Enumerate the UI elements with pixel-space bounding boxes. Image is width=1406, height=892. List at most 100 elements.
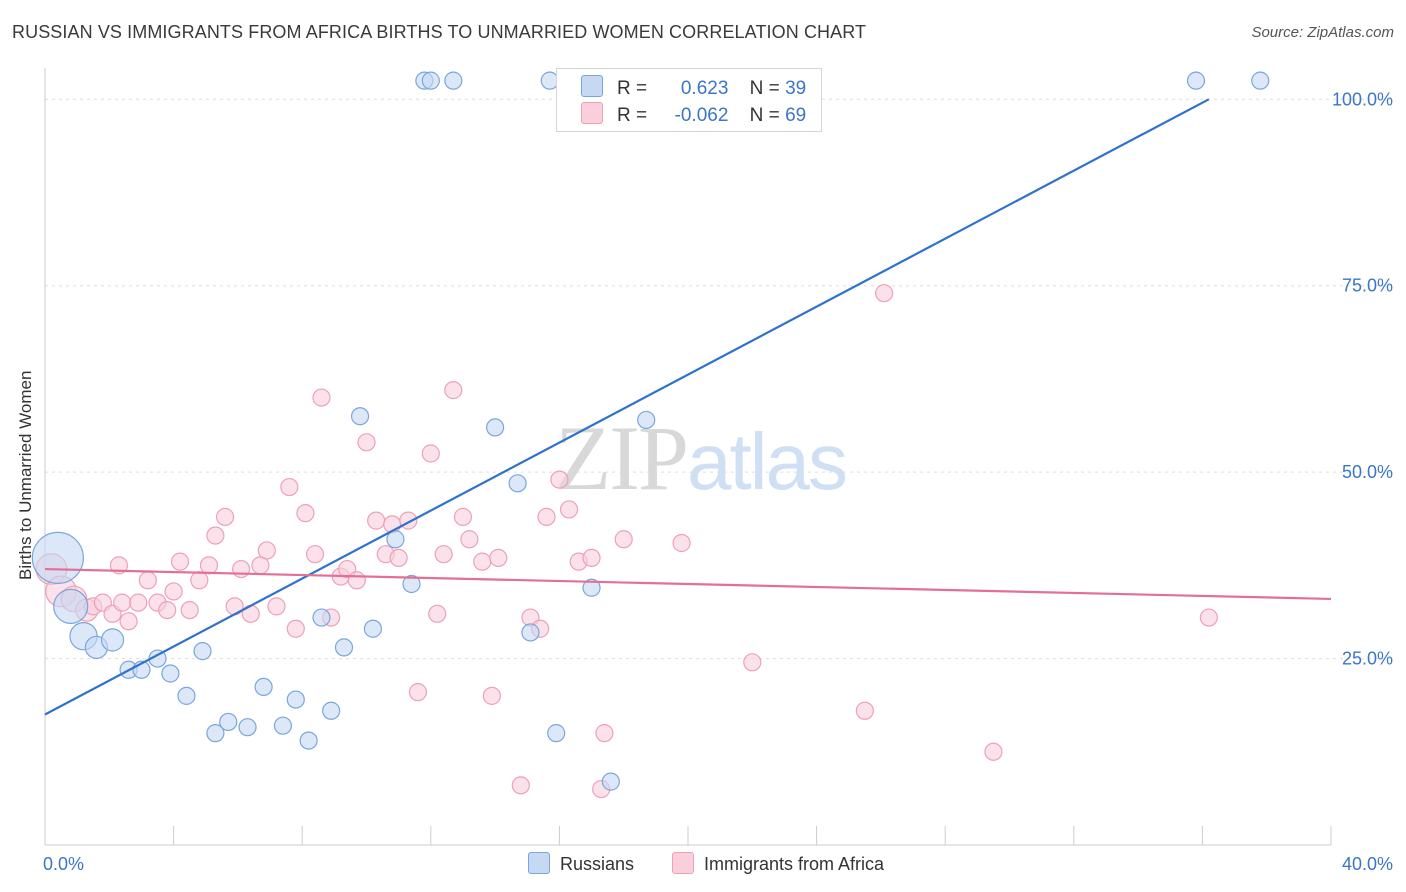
russians-point bbox=[193, 642, 212, 661]
africa-point bbox=[305, 545, 325, 564]
watermark: ZIPatlas bbox=[555, 405, 848, 511]
africa-trend-line bbox=[44, 567, 1332, 601]
africa-point bbox=[190, 571, 209, 590]
russians-point bbox=[238, 718, 257, 737]
africa-point bbox=[743, 653, 762, 672]
russians-point bbox=[322, 701, 341, 720]
africa-point bbox=[232, 559, 251, 579]
russians-point bbox=[363, 619, 383, 638]
stats-legend: R = 0.623 N = 39 R = -0.062 N = 69 bbox=[556, 68, 822, 132]
russians-trend-line bbox=[44, 98, 1210, 716]
africa-point bbox=[511, 776, 530, 795]
africa-point bbox=[286, 619, 305, 638]
africa-point bbox=[367, 511, 386, 530]
africa-point bbox=[113, 593, 132, 612]
africa-point bbox=[267, 597, 286, 616]
africa-point bbox=[1199, 608, 1218, 627]
russians-point bbox=[53, 588, 89, 624]
x-tick-label: 0.0% bbox=[43, 854, 84, 874]
russians-legend-swatch bbox=[528, 852, 550, 874]
africa-r-label: R = bbox=[617, 105, 648, 126]
russians-point bbox=[350, 407, 370, 426]
africa-point bbox=[614, 530, 633, 549]
russians-n-label: N = bbox=[749, 78, 780, 99]
africa-point bbox=[421, 444, 440, 463]
africa-point bbox=[559, 500, 579, 519]
y-tick-label: 50.0% bbox=[1342, 462, 1393, 482]
africa-point bbox=[357, 433, 376, 452]
y-tick-label: 100.0% bbox=[1332, 89, 1393, 109]
russians-point bbox=[601, 772, 620, 791]
russians-point bbox=[219, 712, 238, 732]
russians-point bbox=[444, 71, 463, 90]
russians-legend-label: Russians bbox=[560, 854, 635, 874]
africa-point bbox=[158, 600, 177, 620]
africa-point bbox=[672, 533, 691, 553]
africa-point bbox=[582, 548, 601, 568]
legend-row-russians: R = 0.623 N = 39 bbox=[581, 75, 806, 99]
africa-point bbox=[453, 507, 473, 526]
watermark-atlas: atlas bbox=[687, 417, 848, 506]
africa-n-value: 69 bbox=[785, 105, 807, 126]
africa-point bbox=[280, 477, 299, 497]
russians-point bbox=[177, 686, 196, 705]
africa-point bbox=[215, 507, 235, 526]
africa-point bbox=[875, 284, 894, 303]
russians-point bbox=[206, 724, 225, 743]
africa-point bbox=[129, 593, 148, 612]
africa-point bbox=[199, 556, 219, 575]
africa-point bbox=[389, 548, 408, 568]
africa-point bbox=[257, 541, 276, 560]
russians-swatch bbox=[581, 75, 603, 97]
chart-title: RUSSIAN VS IMMIGRANTS FROM AFRICA BIRTHS… bbox=[12, 22, 867, 42]
russians-point bbox=[637, 410, 656, 430]
africa-point bbox=[164, 582, 183, 601]
africa-point bbox=[428, 604, 447, 623]
africa-point bbox=[460, 530, 479, 549]
russians-point bbox=[254, 677, 273, 697]
russians-point bbox=[486, 418, 505, 437]
russians-point bbox=[386, 530, 405, 549]
africa-point bbox=[473, 552, 492, 571]
africa-point bbox=[180, 600, 199, 620]
africa-point bbox=[296, 504, 315, 523]
russians-point bbox=[334, 638, 354, 657]
africa-point bbox=[408, 683, 428, 702]
russians-point bbox=[31, 531, 84, 585]
russians-n-value: 39 bbox=[785, 78, 807, 99]
africa-point bbox=[138, 571, 157, 590]
africa-swatch bbox=[581, 102, 603, 124]
africa-point bbox=[595, 724, 614, 743]
russians-point bbox=[547, 724, 566, 743]
africa-point bbox=[434, 545, 453, 564]
y-tick-label: 75.0% bbox=[1342, 276, 1393, 296]
legend-row-africa: R = -0.062 N = 69 bbox=[581, 102, 806, 126]
watermark-zip: ZIP bbox=[555, 407, 689, 509]
africa-point bbox=[537, 507, 556, 526]
russians-point bbox=[1186, 71, 1206, 90]
africa-point bbox=[550, 470, 569, 489]
africa-point bbox=[347, 571, 366, 590]
africa-point bbox=[444, 381, 463, 400]
africa-legend-swatch bbox=[672, 852, 694, 874]
russians-r-value: 0.623 bbox=[680, 78, 729, 99]
x-tick-label: 40.0% bbox=[1342, 854, 1393, 874]
africa-point bbox=[206, 526, 225, 545]
africa-n-label: N = bbox=[749, 105, 780, 126]
africa-point bbox=[170, 552, 190, 571]
africa-point bbox=[855, 701, 874, 720]
russians-point bbox=[582, 578, 601, 597]
russians-point bbox=[286, 690, 305, 709]
russians-point bbox=[521, 623, 540, 642]
africa-r-value: -0.062 bbox=[674, 105, 729, 126]
bottom-legend-africa: Immigrants from Africa bbox=[672, 852, 884, 875]
africa-point bbox=[984, 742, 1003, 761]
russians-point bbox=[312, 608, 331, 627]
russians-point bbox=[421, 71, 440, 90]
africa-point bbox=[312, 388, 331, 407]
africa-point bbox=[119, 612, 138, 631]
africa-legend-label: Immigrants from Africa bbox=[704, 854, 885, 874]
bottom-legend-russians: Russians bbox=[528, 852, 634, 875]
russians-point bbox=[100, 628, 125, 652]
